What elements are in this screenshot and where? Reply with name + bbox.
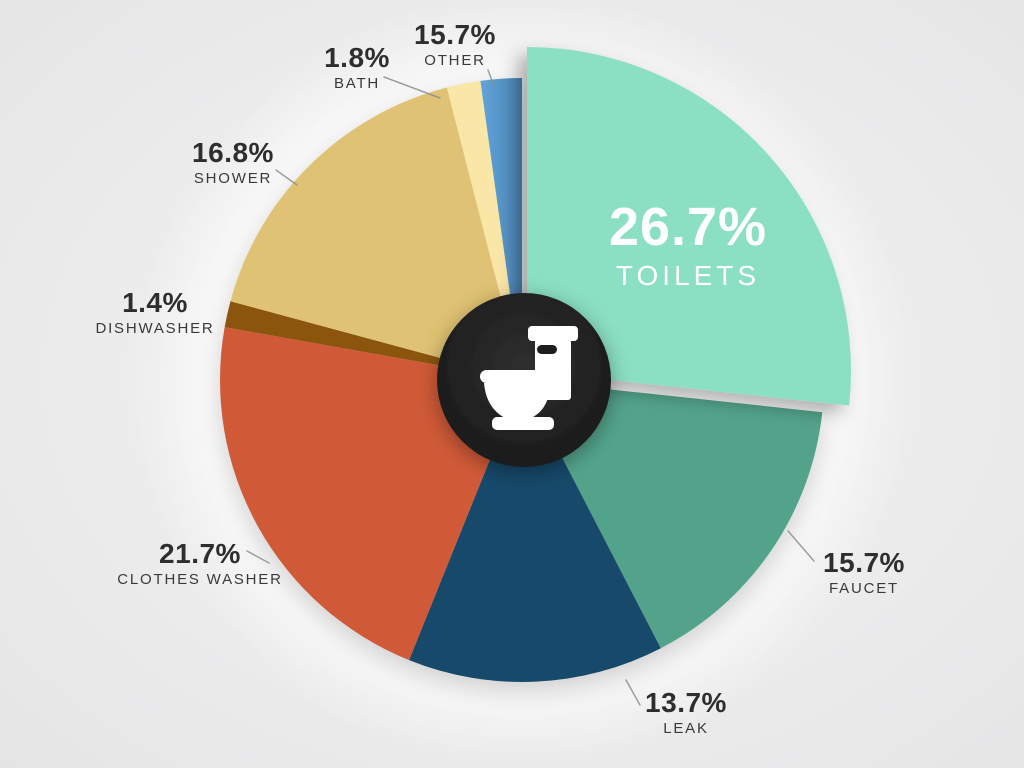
faucet-percent: 15.7% xyxy=(823,547,905,578)
label-faucet: 15.7% FAUCET xyxy=(823,548,905,600)
shower-name: SHOWER xyxy=(193,170,273,187)
slice-toilets xyxy=(527,47,851,406)
other-name: OTHER xyxy=(424,52,486,69)
slice-faucet xyxy=(522,380,823,649)
leak-percent: 13.7% xyxy=(645,687,727,718)
bath-name: BATH xyxy=(333,75,381,92)
shower-percent: 16.8% xyxy=(192,137,274,168)
bath-percent: 1.8% xyxy=(324,42,390,73)
exploded-slice-group xyxy=(527,47,851,406)
other-percent: 15.7% xyxy=(414,19,496,50)
slice-shower xyxy=(230,87,522,380)
label-dishwasher: 1.4% DISHWASHER xyxy=(95,288,214,340)
dishwasher-percent: 1.4% xyxy=(122,287,188,318)
leader-leak xyxy=(625,679,641,706)
toilets-name: TOILETS xyxy=(615,260,761,291)
faucet-name: FAUCET xyxy=(829,580,899,597)
leader-lines xyxy=(246,69,815,706)
label-clothes-washer: 21.7% CLOTHES WASHER xyxy=(117,539,283,591)
dishwasher-name: DISHWASHER xyxy=(95,320,215,337)
label-shower: 16.8% SHOWER xyxy=(192,138,274,190)
label-toilets: 26.7% TOILETS xyxy=(609,198,767,296)
leader-faucet xyxy=(787,530,815,562)
label-other: 15.7% OTHER xyxy=(414,20,496,72)
pie-slices-group xyxy=(219,78,823,682)
toilets-percent: 26.7% xyxy=(608,197,768,257)
leader-other xyxy=(487,69,495,87)
leak-name: LEAK xyxy=(663,720,709,737)
slice-leak xyxy=(409,380,661,682)
leader-washer xyxy=(246,550,270,564)
toilet-icon xyxy=(480,326,578,430)
leader-bath xyxy=(383,76,441,99)
label-leak: 13.7% LEAK xyxy=(645,688,727,740)
clothes-washer-name: CLOTHES WASHER xyxy=(117,571,283,588)
label-bath: 1.8% BATH xyxy=(324,43,390,95)
clothes-washer-percent: 21.7% xyxy=(159,538,241,569)
leader-shower xyxy=(275,169,298,186)
